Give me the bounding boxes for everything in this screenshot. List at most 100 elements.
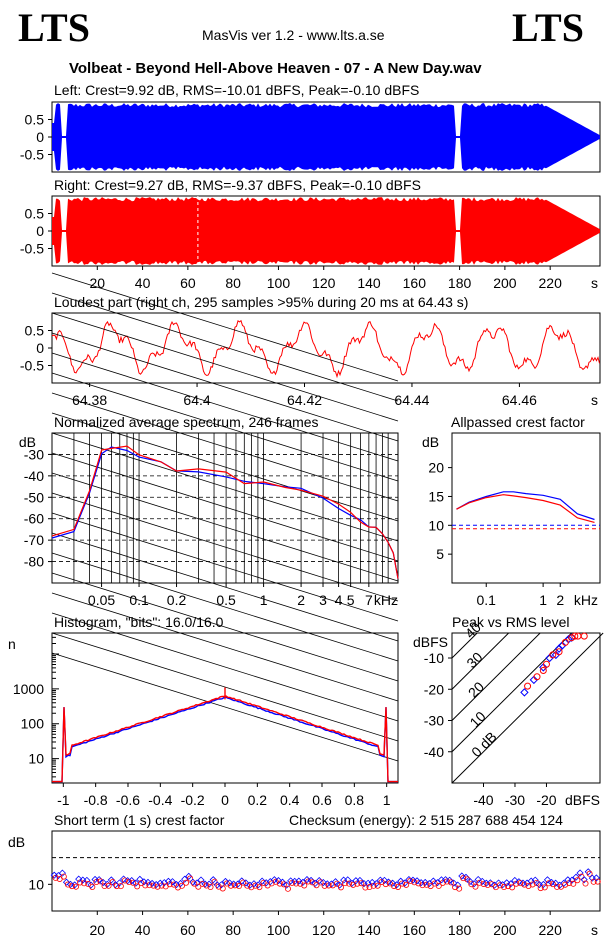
spectrum-slope-line [51, 332, 399, 442]
short-term-xtick-label: 120 [312, 922, 336, 938]
short-term-point-left [217, 881, 225, 889]
waveform-xtick-label: 120 [312, 275, 336, 291]
loudest-xunit: s [591, 392, 598, 408]
short-term-point-left [197, 876, 205, 884]
short-term-xtick-label: 220 [539, 922, 563, 938]
short-term-xtick-label: 80 [225, 922, 241, 938]
waveform-ytick-label: 0.5 [25, 112, 45, 128]
spectrum-slope-line [51, 452, 399, 562]
short-term-point-left [205, 880, 213, 888]
short-term-point-left [425, 880, 433, 888]
short-term-point-right [590, 878, 597, 885]
peak-rms-point-left [551, 650, 561, 660]
short-term-point-right [496, 882, 503, 889]
peak-rms-diagonal [451, 632, 604, 784]
short-term-point-left [409, 876, 417, 884]
short-term-point-left [340, 876, 348, 884]
crest-allpass-ytick-label: 5 [436, 546, 444, 562]
short-term-point-left [283, 881, 291, 889]
short-term-point-right [134, 883, 141, 890]
histogram-xtick-label: 0.6 [312, 792, 332, 808]
peak-rms-diagonal [451, 632, 478, 659]
short-term-point-right [423, 881, 430, 888]
spectrum-slope-line [51, 292, 399, 402]
spectrum-xtick-label: 0.2 [167, 592, 187, 608]
short-term-ylabel: dB [8, 834, 25, 850]
right-channel-title: Right: Crest=9.27 dB, RMS=-9.37 dBFS, Pe… [54, 177, 421, 193]
spectrum-slope-line [51, 612, 399, 722]
short-term-point-left [270, 876, 278, 884]
short-term-point-left [209, 876, 217, 884]
short-term-point-left [413, 877, 421, 885]
peak-rms-diagonal-label: 30 [463, 649, 485, 671]
waveform-xtick-label: 140 [357, 275, 381, 291]
short-term-point-right [362, 884, 369, 891]
short-term-point-left [356, 876, 364, 885]
histogram-ylabel: n [8, 636, 16, 652]
short-term-xtick-label: 160 [403, 922, 427, 938]
short-term-point-right [85, 881, 92, 888]
short-term-point-right [333, 880, 340, 887]
waveform-xtick-label: 200 [493, 275, 517, 291]
spectrum-xunit: kHz [374, 592, 398, 608]
peak-rms-diagonal [451, 632, 510, 690]
short-term-point-right [248, 884, 255, 891]
spectrum-slope-line [51, 272, 399, 382]
spectrum-slope-line [51, 372, 399, 482]
lts-logo-right: LTS [512, 5, 584, 50]
short-term-point-left [132, 879, 140, 887]
short-term-point-left [421, 878, 429, 887]
short-term-point-left [584, 868, 592, 876]
spectrum-slope-line [51, 652, 399, 762]
spectrum-xtick-label: 5 [347, 592, 355, 608]
checksum-text: Checksum (energy): 2 515 287 688 454 124 [289, 812, 563, 828]
short-term-point-left [507, 880, 515, 888]
short-term-point-left [572, 873, 580, 881]
histogram-xtick-label: -0.2 [181, 792, 205, 808]
short-term-point-left [458, 872, 466, 880]
histogram-xtick-label: 0.8 [345, 792, 365, 808]
short-term-point-right [60, 873, 67, 880]
loudest-part-title: Loudest part (right ch, 295 samples >95%… [54, 294, 469, 310]
short-term-point-right [227, 882, 234, 889]
short-term-point-right [150, 882, 157, 889]
loudest-waveform-line [51, 319, 600, 379]
spectrum-xtick-label: 1 [260, 592, 268, 608]
peak-rms-diagonal [451, 632, 541, 721]
short-term-point-right [207, 884, 214, 891]
peak-rms-point-right [524, 682, 532, 690]
short-term-point-right [309, 879, 316, 886]
spectrum-slope-line [51, 592, 399, 702]
crest-allpass-xtick-label: 1 [539, 592, 547, 608]
spectrum-slope-line [51, 472, 399, 582]
short-term-xtick-label: 60 [180, 922, 196, 938]
spectrum-xtick-label: 7 [365, 592, 373, 608]
short-term-point-left [454, 881, 462, 889]
crest-allpass-xtick-label: 2 [556, 592, 564, 608]
short-term-point-left [221, 877, 230, 885]
peak-rms-xtick-label: -30 [505, 792, 525, 808]
peak-rms-xtick-label: -20 [536, 792, 556, 808]
short-term-point-left [295, 877, 303, 885]
peak-rms-diagonal-label: 10 [466, 708, 488, 730]
histogram-ytick-label: 100 [21, 716, 45, 732]
short-term-point-right [174, 884, 181, 891]
short-term-point-left [380, 876, 388, 884]
short-term-point-left [299, 878, 307, 886]
left-channel-title: Left: Crest=9.92 dB, RMS=-10.01 dBFS, Pe… [54, 82, 420, 98]
short-term-point-right [305, 878, 312, 885]
spectrum-ytick-label: -40 [24, 468, 44, 484]
short-term-point-right [533, 879, 540, 886]
short-term-point-right [240, 879, 247, 886]
short-term-point-left [181, 875, 189, 883]
short-term-ytick-label: 10 [28, 876, 44, 892]
peak-rms-point-left [554, 644, 564, 653]
short-term-point-right [276, 880, 283, 887]
short-term-point-left [148, 879, 156, 887]
short-term-point-left [75, 875, 83, 883]
short-term-point-right [183, 879, 190, 886]
short-term-point-right [68, 883, 75, 890]
short-term-xtick-label: 100 [267, 922, 291, 938]
waveform-xtick-label: 180 [448, 275, 472, 291]
file-title: Volbeat - Beyond Hell-Above Heaven - 07 … [69, 60, 482, 77]
